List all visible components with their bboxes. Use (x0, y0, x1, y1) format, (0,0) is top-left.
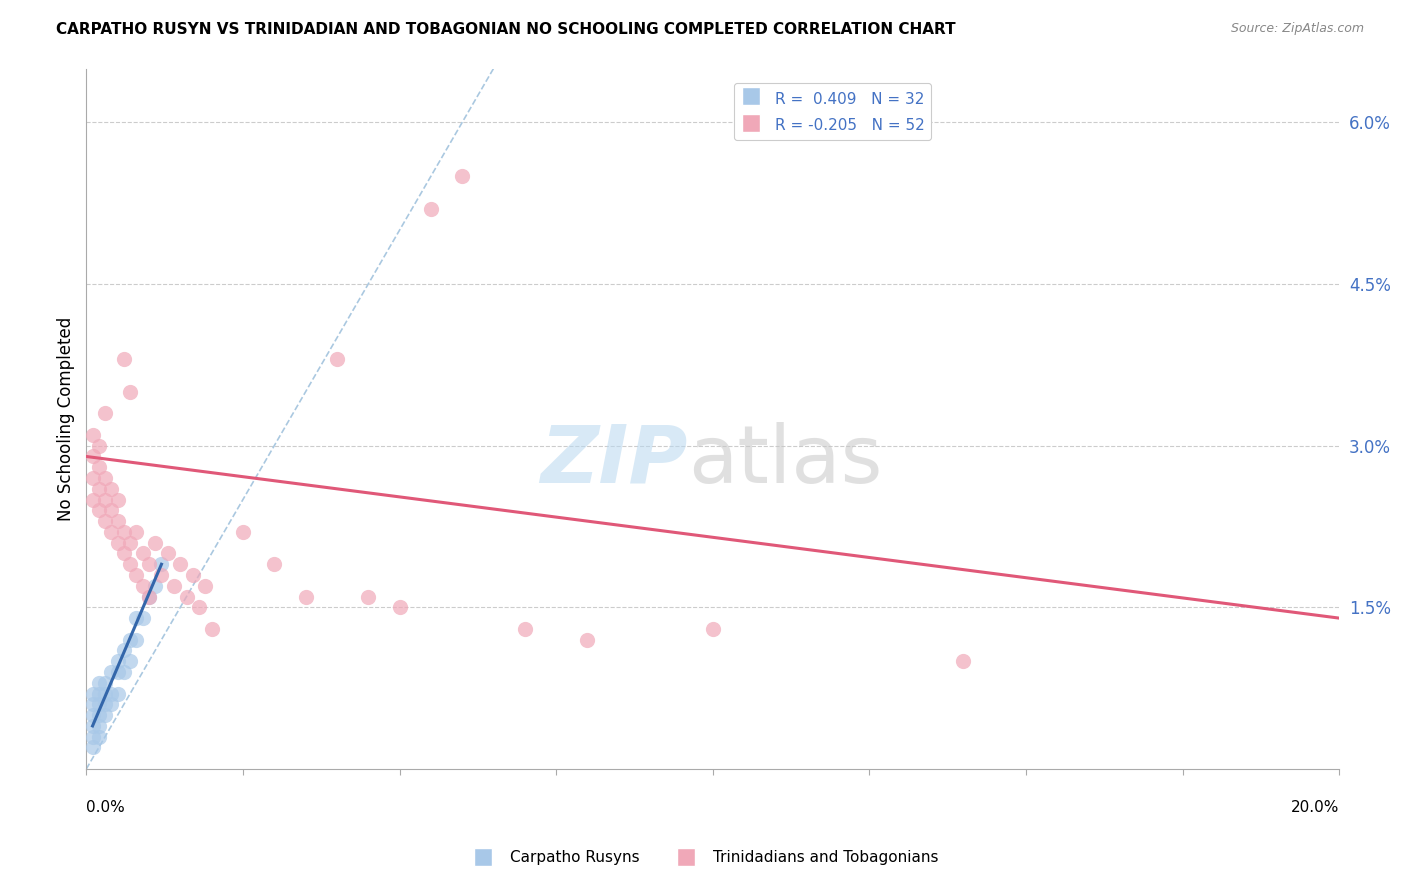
Point (131, 611, 153, 625)
Point (131, 579, 153, 593)
Point (87, 675, 110, 690)
Point (107, 514, 129, 528)
Point (120, 632, 142, 647)
Point (357, 590, 380, 604)
Point (100, 698, 122, 712)
Point (82, 730, 104, 744)
Point (326, 352, 349, 367)
Point (107, 492, 129, 507)
Point (87, 719, 110, 733)
Point (94, 492, 117, 507)
Point (112, 665, 135, 679)
Point (143, 579, 166, 593)
Point (100, 687, 122, 701)
Point (87, 503, 110, 517)
Y-axis label: No Schooling Completed: No Schooling Completed (58, 317, 75, 521)
Text: atlas: atlas (688, 422, 882, 500)
Text: 0.0%: 0.0% (86, 799, 125, 814)
Point (112, 643, 135, 657)
Point (82, 450, 104, 464)
Point (150, 568, 173, 582)
Point (513, 622, 536, 636)
Point (107, 687, 129, 701)
Point (82, 687, 104, 701)
Point (138, 558, 160, 572)
Point (82, 471, 104, 485)
Point (169, 558, 191, 572)
Point (125, 568, 148, 582)
Point (87, 482, 110, 496)
Point (94, 708, 117, 723)
Point (82, 719, 104, 733)
Point (120, 654, 142, 668)
Point (138, 590, 160, 604)
Point (87, 687, 110, 701)
Point (94, 406, 117, 420)
Point (94, 675, 117, 690)
Point (125, 524, 148, 539)
Point (112, 524, 135, 539)
Point (87, 708, 110, 723)
Point (82, 740, 104, 755)
Point (94, 698, 117, 712)
Point (82, 698, 104, 712)
Point (125, 632, 148, 647)
Point (100, 482, 122, 496)
Point (107, 654, 129, 668)
Point (294, 590, 316, 604)
Point (163, 579, 186, 593)
Point (112, 546, 135, 560)
Point (131, 546, 153, 560)
Point (194, 579, 217, 593)
Point (94, 514, 117, 528)
Point (388, 600, 411, 615)
Point (100, 524, 122, 539)
Point (107, 535, 129, 549)
Point (120, 558, 142, 572)
Legend: Carpatho Rusyns, Trinidadians and Tobagonians: Carpatho Rusyns, Trinidadians and Tobago… (461, 844, 945, 871)
Point (138, 590, 160, 604)
Point (143, 535, 166, 549)
Point (188, 600, 211, 615)
Point (263, 558, 285, 572)
Point (100, 503, 122, 517)
Point (100, 665, 122, 679)
Point (82, 428, 104, 442)
Text: Source: ZipAtlas.com: Source: ZipAtlas.com (1230, 22, 1364, 36)
Point (94, 687, 117, 701)
Point (112, 352, 135, 367)
Point (120, 535, 142, 549)
Point (87, 730, 110, 744)
Point (232, 524, 254, 539)
Point (107, 665, 129, 679)
Legend: R =  0.409   N = 32, R = -0.205   N = 52: R = 0.409 N = 32, R = -0.205 N = 52 (734, 83, 931, 140)
Point (82, 492, 104, 507)
Point (952, 654, 974, 668)
Point (702, 622, 724, 636)
Text: 20.0%: 20.0% (1291, 799, 1340, 814)
Point (82, 708, 104, 723)
Point (125, 611, 148, 625)
Point (176, 590, 198, 604)
Point (200, 622, 222, 636)
Point (94, 471, 117, 485)
Text: ZIP: ZIP (540, 422, 688, 500)
Point (87, 698, 110, 712)
Text: CARPATHO RUSYN VS TRINIDADIAN AND TOBAGONIAN NO SCHOOLING COMPLETED CORRELATION : CARPATHO RUSYN VS TRINIDADIAN AND TOBAGO… (56, 22, 956, 37)
Point (87, 460, 110, 475)
Point (120, 384, 142, 399)
Point (451, 169, 474, 184)
Point (576, 632, 599, 647)
Point (181, 568, 204, 582)
Point (150, 558, 173, 572)
Point (87, 439, 110, 453)
Point (419, 202, 441, 216)
Point (156, 546, 179, 560)
